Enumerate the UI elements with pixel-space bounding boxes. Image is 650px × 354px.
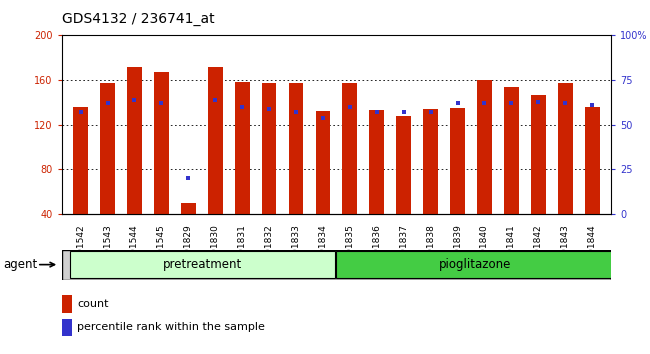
Bar xyxy=(154,72,169,214)
Bar xyxy=(504,87,519,214)
Bar xyxy=(100,84,115,214)
Bar xyxy=(181,203,196,214)
Bar xyxy=(70,251,335,279)
Bar xyxy=(289,84,304,214)
Bar xyxy=(585,107,599,214)
Text: count: count xyxy=(77,299,109,309)
Bar xyxy=(235,82,250,214)
Bar xyxy=(369,110,384,214)
Bar xyxy=(208,67,222,214)
Bar xyxy=(450,108,465,214)
Bar xyxy=(315,112,330,214)
Bar xyxy=(477,80,492,214)
Bar xyxy=(127,67,142,214)
Bar xyxy=(531,95,546,214)
Text: percentile rank within the sample: percentile rank within the sample xyxy=(77,322,265,332)
Bar xyxy=(423,109,438,214)
Text: pioglitazone: pioglitazone xyxy=(439,258,511,271)
Bar xyxy=(343,84,358,214)
Text: agent: agent xyxy=(3,258,38,271)
Text: GDS4132 / 236741_at: GDS4132 / 236741_at xyxy=(62,12,214,27)
Bar xyxy=(73,107,88,214)
Text: pretreatment: pretreatment xyxy=(162,258,242,271)
Bar xyxy=(262,84,276,214)
Bar xyxy=(337,251,614,279)
Bar xyxy=(396,116,411,214)
Bar xyxy=(558,84,573,214)
Bar xyxy=(62,319,72,336)
Bar xyxy=(62,295,72,313)
